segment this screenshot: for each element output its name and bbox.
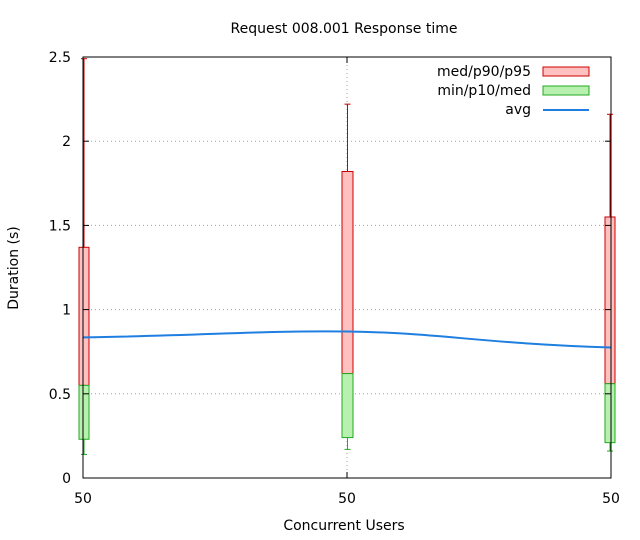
- y-tick-label: 0.5: [49, 387, 71, 403]
- legend: med/p90/p95 min/p10/med avg: [437, 64, 590, 118]
- chart-title: Request 008.001 Response time: [231, 21, 458, 37]
- avg-line: [82, 330, 612, 349]
- y-tick-label: 1: [62, 303, 71, 319]
- y-axis-label: Duration (s): [6, 226, 22, 309]
- upper-box: [78, 246, 90, 386]
- legend-label: avg: [505, 102, 531, 118]
- series-layer: [78, 58, 616, 455]
- x-tick-label: 50: [602, 491, 620, 507]
- lower-box: [78, 384, 90, 440]
- x-axis-label: Concurrent Users: [283, 518, 404, 534]
- legend-swatch: [542, 66, 590, 77]
- y-tick-label: 2.5: [49, 50, 71, 66]
- lower-box: [341, 373, 354, 439]
- x-tick-label: 50: [338, 491, 356, 507]
- x-tick-label: 50: [74, 491, 92, 507]
- axis-tick-labels: 0 0.5 1 1.5 2 2.5 50 50 50: [49, 50, 620, 507]
- upper-box: [604, 216, 616, 385]
- y-tick-label: 0: [62, 471, 71, 487]
- upper-box: [341, 171, 354, 375]
- lower-box: [604, 383, 616, 444]
- y-tick-label: 2: [62, 134, 71, 150]
- legend-label: min/p10/med: [437, 83, 531, 99]
- legend-swatch: [542, 85, 590, 96]
- legend-label: med/p90/p95: [437, 64, 531, 80]
- y-tick-label: 1.5: [49, 218, 71, 234]
